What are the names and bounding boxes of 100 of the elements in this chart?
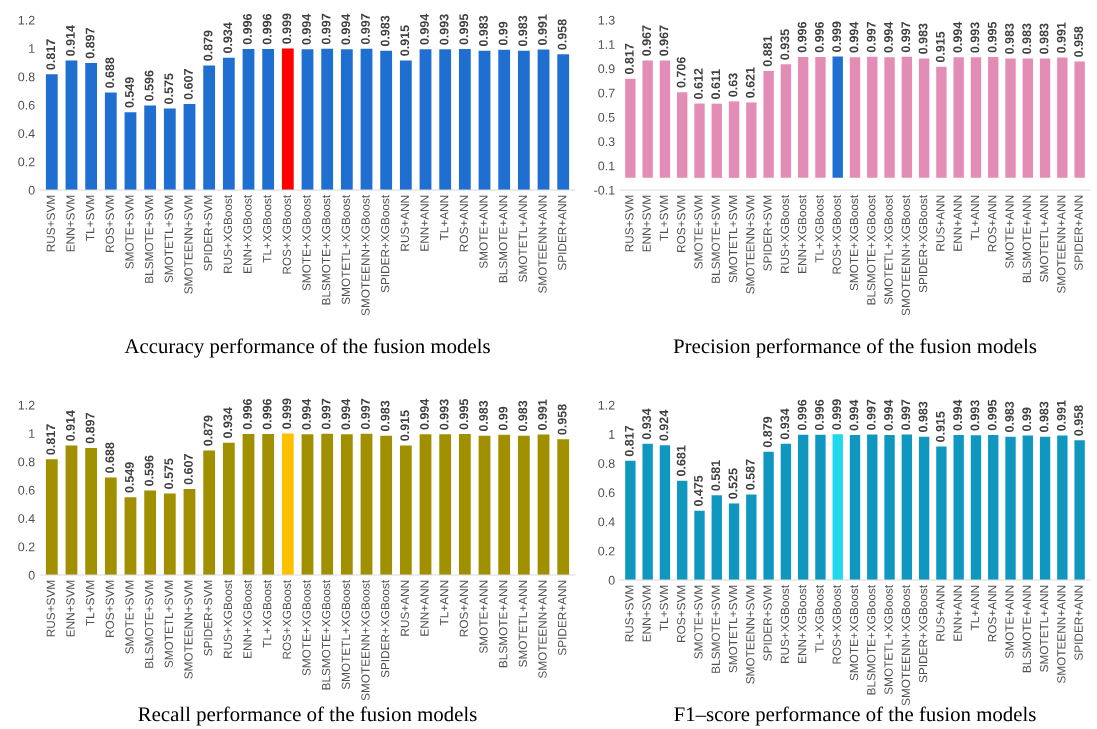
x-tick-label: SPIDER+ANN: [1074, 195, 1083, 271]
bar: [797, 56, 809, 178]
data-label: 0.915: [400, 25, 410, 56]
x-tick-label: SMOTE+SVM: [694, 585, 703, 659]
data-label: 0.994: [884, 21, 893, 53]
x-tick-label: SMOTETL+XGBoost: [341, 579, 351, 690]
data-label: 0.612: [693, 68, 703, 99]
y-tick-label: 0: [28, 570, 35, 580]
bar: [399, 445, 412, 575]
x-tick-label: ENN+ANN: [420, 580, 429, 636]
data-label: 0.897: [85, 413, 95, 444]
bar: [85, 62, 98, 190]
x-tick-label: TL+XGBoost: [262, 579, 272, 648]
x-tick-label: ROS+SVM: [677, 195, 686, 252]
bar: [918, 436, 930, 580]
data-label: 0.997: [321, 13, 331, 45]
data-label: 0.983: [1022, 23, 1032, 54]
x-tick-label: SMOTEENN+ANN: [538, 195, 547, 294]
x-tick-label: SPIDER+SVM: [763, 585, 772, 661]
bar: [711, 495, 722, 580]
x-tick-label: RUS+XGBoost: [780, 584, 790, 663]
data-label: 0.935: [780, 29, 790, 60]
x-tick-label: SMOTETL+ANN: [1039, 585, 1049, 672]
x-tick-label: SMOTE+XGBoost: [302, 194, 311, 291]
bar: [163, 108, 176, 190]
x-tick-label: SPIDER+ANN: [558, 580, 567, 656]
text: Accuracy performance of the fusion models: [124, 338, 490, 358]
data-label: 0.993: [439, 399, 449, 430]
data-label: 0.994: [420, 13, 429, 45]
x-tick-label: SMOTETL+XGBoost: [341, 194, 351, 305]
data-label: 0.897: [85, 28, 95, 59]
bar: [970, 57, 982, 178]
x-tick-label: ROS+ANN: [988, 195, 997, 252]
x-tick-label: SMOTE+XGBoost: [849, 584, 859, 681]
bar: [301, 49, 314, 190]
data-label: 0.607: [183, 69, 193, 100]
bar: [1005, 58, 1016, 178]
x-tick-label: TL+ANN: [970, 195, 980, 241]
bar: [222, 442, 235, 575]
bar: [849, 435, 861, 580]
bar: [884, 435, 895, 580]
x-tick-label: ENN+SVM: [642, 195, 651, 252]
data-label: 0.994: [953, 399, 963, 431]
data-label: 0.994: [849, 399, 859, 431]
bar: [1074, 440, 1085, 580]
x-tick-label: ROS+ANN: [459, 580, 469, 637]
x-tick-label: BLSMOTE+ANN: [1022, 585, 1031, 673]
data-label: 0.995: [987, 21, 997, 53]
data-label: 0.999: [832, 21, 842, 52]
data-label: 0.706: [676, 57, 686, 88]
bar: [711, 103, 722, 178]
bar: [642, 443, 653, 580]
x-tick-label: SMOTETL+ANN: [518, 580, 528, 667]
x-tick-label: SMOTEENN+SVM: [184, 580, 193, 679]
data-label: 0.879: [203, 415, 213, 446]
bar: [104, 477, 117, 575]
data-label: 0.924: [659, 409, 669, 441]
bar: [780, 64, 792, 178]
x-tick-label: TL+SVM: [659, 585, 669, 631]
x-tick-label: SMOTEENN+XGBoost: [901, 584, 911, 706]
data-label: 0.994: [302, 398, 311, 430]
data-label: 0.999: [832, 399, 842, 430]
data-label: 0.995: [459, 398, 469, 430]
data-label: 0.581: [711, 460, 721, 491]
data-label: 0.994: [420, 398, 429, 430]
bar: [1022, 435, 1033, 580]
data-label: 0.997: [321, 398, 331, 430]
data-label: 0.596: [144, 455, 154, 486]
data-label: 0.983: [380, 15, 390, 47]
bar: [694, 103, 705, 178]
y-tick-label: 0.3: [598, 137, 615, 147]
data-label: 0.958: [557, 19, 567, 50]
x-tick-label: SPIDER+XGBoost: [918, 194, 928, 293]
bar: [340, 49, 353, 190]
bar: [360, 433, 373, 575]
bar: [124, 112, 137, 190]
bar: [439, 49, 452, 190]
data-label: 0.607: [183, 454, 193, 485]
x-tick-label: RUS+SVM: [625, 195, 634, 252]
x-tick-label: BLSMOTE+XGBoost: [321, 579, 331, 690]
x-tick-label: SPIDER+SVM: [203, 580, 213, 656]
data-label: 0.997: [361, 13, 370, 45]
x-tick-label: SMOTE+ANN: [1005, 195, 1014, 269]
bar: [458, 434, 471, 575]
x-tick-label: ROS+SVM: [105, 580, 114, 637]
y-tick-label: 0.7: [598, 88, 615, 98]
bar: [659, 60, 671, 178]
x-tick-label: BLSMOTE+SVM: [144, 195, 154, 283]
bar: [537, 49, 550, 190]
x-tick-label: SMOTETL+XGBoost: [884, 194, 893, 305]
x-tick-label: TL+SVM: [85, 580, 95, 626]
y-tick-label: 0.6: [18, 100, 35, 110]
x-tick-label: BLSMOTE+XGBoost: [867, 194, 876, 305]
bar: [124, 497, 137, 575]
x-tick-label: SMOTEENN+XGBoost: [361, 579, 370, 701]
data-label: 0.958: [1074, 26, 1083, 57]
data-label: 0.879: [763, 416, 772, 448]
bar: [815, 56, 826, 178]
x-tick-label: BLSMOTE+XGBoost: [321, 194, 331, 305]
data-label: 0.914: [65, 410, 75, 441]
